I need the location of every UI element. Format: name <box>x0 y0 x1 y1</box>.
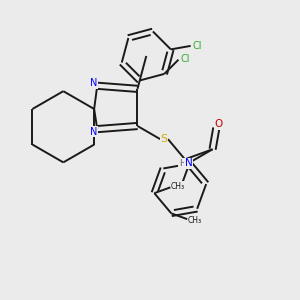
Text: S: S <box>160 134 168 144</box>
Text: O: O <box>215 119 223 129</box>
Text: N: N <box>185 158 192 168</box>
Text: CH₃: CH₃ <box>188 216 202 225</box>
Text: Cl: Cl <box>193 41 202 51</box>
Text: N: N <box>90 78 97 88</box>
Text: Cl: Cl <box>181 54 190 64</box>
Text: N: N <box>90 127 97 136</box>
Text: CH₃: CH₃ <box>171 182 185 190</box>
Text: H: H <box>179 159 185 168</box>
